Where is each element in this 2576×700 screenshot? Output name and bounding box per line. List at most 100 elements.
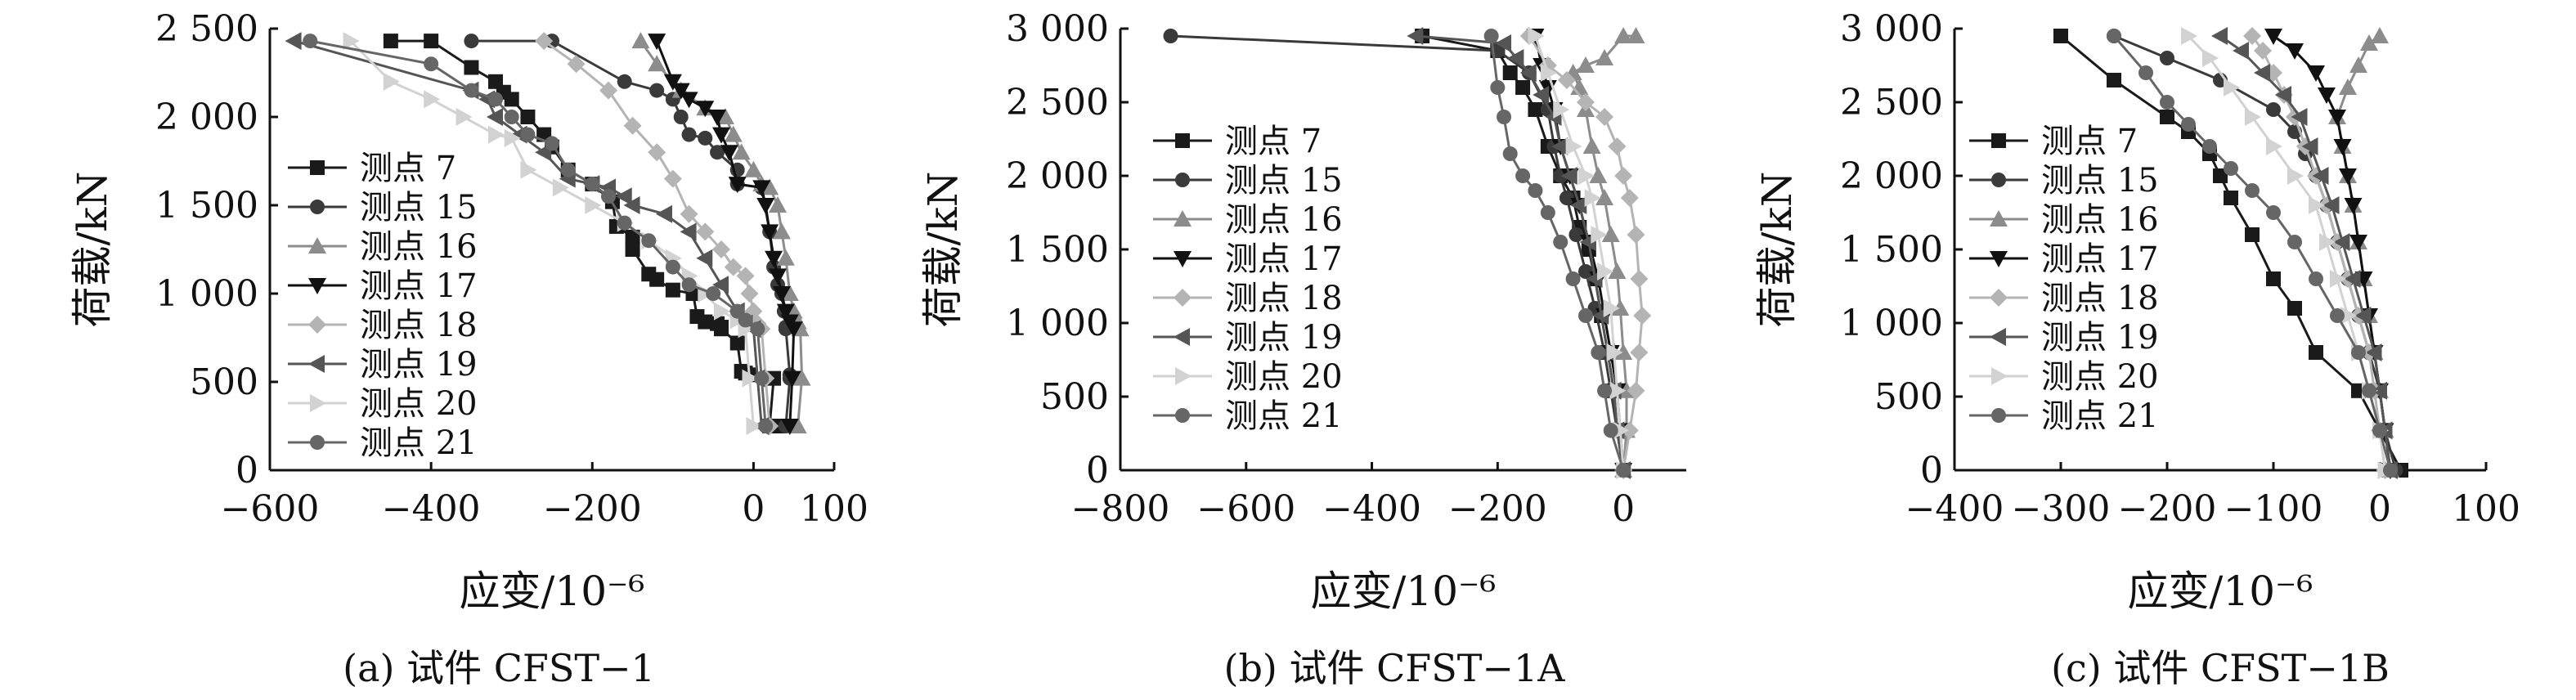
data-point (2266, 205, 2281, 220)
data-point (1589, 167, 1608, 183)
data-point (648, 143, 666, 162)
x-axis-title: 应变/10⁻⁶ (2128, 568, 2313, 615)
y-tick-label: 1 500 (1006, 229, 1109, 271)
data-point (520, 110, 536, 124)
legend-marker (310, 435, 325, 450)
data-point (680, 222, 697, 241)
legend-label: 测点 7 (2041, 123, 2138, 160)
data-point (696, 222, 715, 241)
data-point (1502, 65, 1518, 80)
data-point (648, 34, 666, 51)
data-point (535, 32, 554, 51)
x-tick-label: −300 (2012, 488, 2111, 530)
chart-panel-1: 0 500 1 000 1 500 2 000 2 500 −600 −400 −200 0 100… (69, 8, 868, 690)
data-point (1507, 49, 1524, 67)
y-tick-label: 500 (190, 361, 258, 403)
data-point (788, 417, 807, 433)
data-point (617, 215, 632, 231)
legend-label: 测点 19 (2041, 319, 2159, 357)
x-tick-label: −600 (221, 488, 320, 530)
data-point (780, 419, 799, 435)
data-point (1559, 191, 1574, 205)
legend-marker (1174, 251, 1192, 267)
data-point (2349, 56, 2367, 73)
x-tick-label: 100 (2452, 488, 2520, 530)
legend-label: 测点 16 (2041, 201, 2159, 239)
data-point (552, 178, 569, 197)
legend-marker (1991, 133, 2006, 148)
data-point (1570, 196, 1587, 214)
x-tick-label: −800 (1071, 488, 1170, 530)
legend-label: 测点 16 (1225, 201, 1343, 239)
data-point (1515, 168, 1531, 183)
data-point (1597, 262, 1614, 280)
figure-caption: (b) 试件 CFST−1A (1224, 646, 1566, 690)
data-point (1633, 307, 1652, 325)
y-tick-label: 2 500 (1006, 82, 1109, 123)
data-point (1614, 27, 1633, 43)
data-point (464, 60, 479, 75)
data-point (2245, 108, 2261, 126)
data-point (724, 125, 743, 142)
data-point (2328, 110, 2346, 126)
data-point (641, 267, 657, 282)
y-tick-label: 0 (1086, 450, 1109, 491)
x-axis-title: 应变/10⁻⁶ (460, 568, 645, 615)
data-point (706, 286, 721, 301)
data-point (303, 34, 318, 49)
data-point (488, 74, 503, 89)
data-point (1627, 27, 1645, 43)
data-point (776, 249, 795, 266)
data-point (2224, 191, 2238, 205)
data-point (2371, 27, 2389, 43)
legend-marker (1990, 210, 2008, 227)
data-point (1553, 101, 1570, 119)
data-point (1163, 29, 1178, 43)
data-point (2107, 29, 2121, 43)
data-point (488, 92, 503, 107)
legend-marker (1174, 210, 1192, 227)
legend-label: 测点 18 (360, 307, 478, 344)
figure-caption: (a) 试件 CFST−1 (343, 646, 655, 690)
data-point (1565, 137, 1582, 155)
data-point (641, 233, 657, 249)
data-point (663, 74, 682, 91)
data-point (2245, 227, 2260, 242)
data-point (724, 258, 743, 276)
data-point (1565, 271, 1581, 286)
legend-marker (1175, 408, 1190, 423)
legend-label: 测点 16 (360, 228, 478, 266)
data-point (2333, 233, 2350, 251)
data-point (783, 370, 801, 388)
data-point (740, 285, 759, 303)
data-point (772, 286, 791, 303)
data-point (504, 128, 521, 147)
data-point (2330, 308, 2345, 323)
data-point (2287, 167, 2304, 185)
data-point (2360, 34, 2378, 51)
legend-label: 测点 7 (360, 150, 456, 187)
legend-label: 测点 20 (2041, 358, 2159, 396)
data-point (1606, 343, 1623, 361)
data-point (2383, 463, 2398, 478)
x-tick-label: −200 (1448, 488, 1547, 530)
data-point (744, 160, 763, 177)
legend-marker (1991, 367, 2008, 385)
y-tick-label: 2 000 (1840, 155, 1943, 197)
data-point (424, 56, 439, 72)
data-point (714, 302, 730, 321)
data-point (761, 224, 779, 241)
x-tick-label: −600 (1196, 488, 1295, 530)
x-tick-label: −200 (2118, 488, 2217, 530)
data-point (504, 110, 519, 124)
data-point (1630, 343, 1649, 361)
data-point (1557, 71, 1576, 89)
data-point (2138, 65, 2153, 80)
x-tick-label: 0 (742, 488, 765, 530)
data-point (2322, 196, 2340, 214)
legend-label: 测点 17 (2041, 240, 2159, 278)
data-point (560, 162, 576, 177)
legend-marker (1175, 367, 1192, 385)
